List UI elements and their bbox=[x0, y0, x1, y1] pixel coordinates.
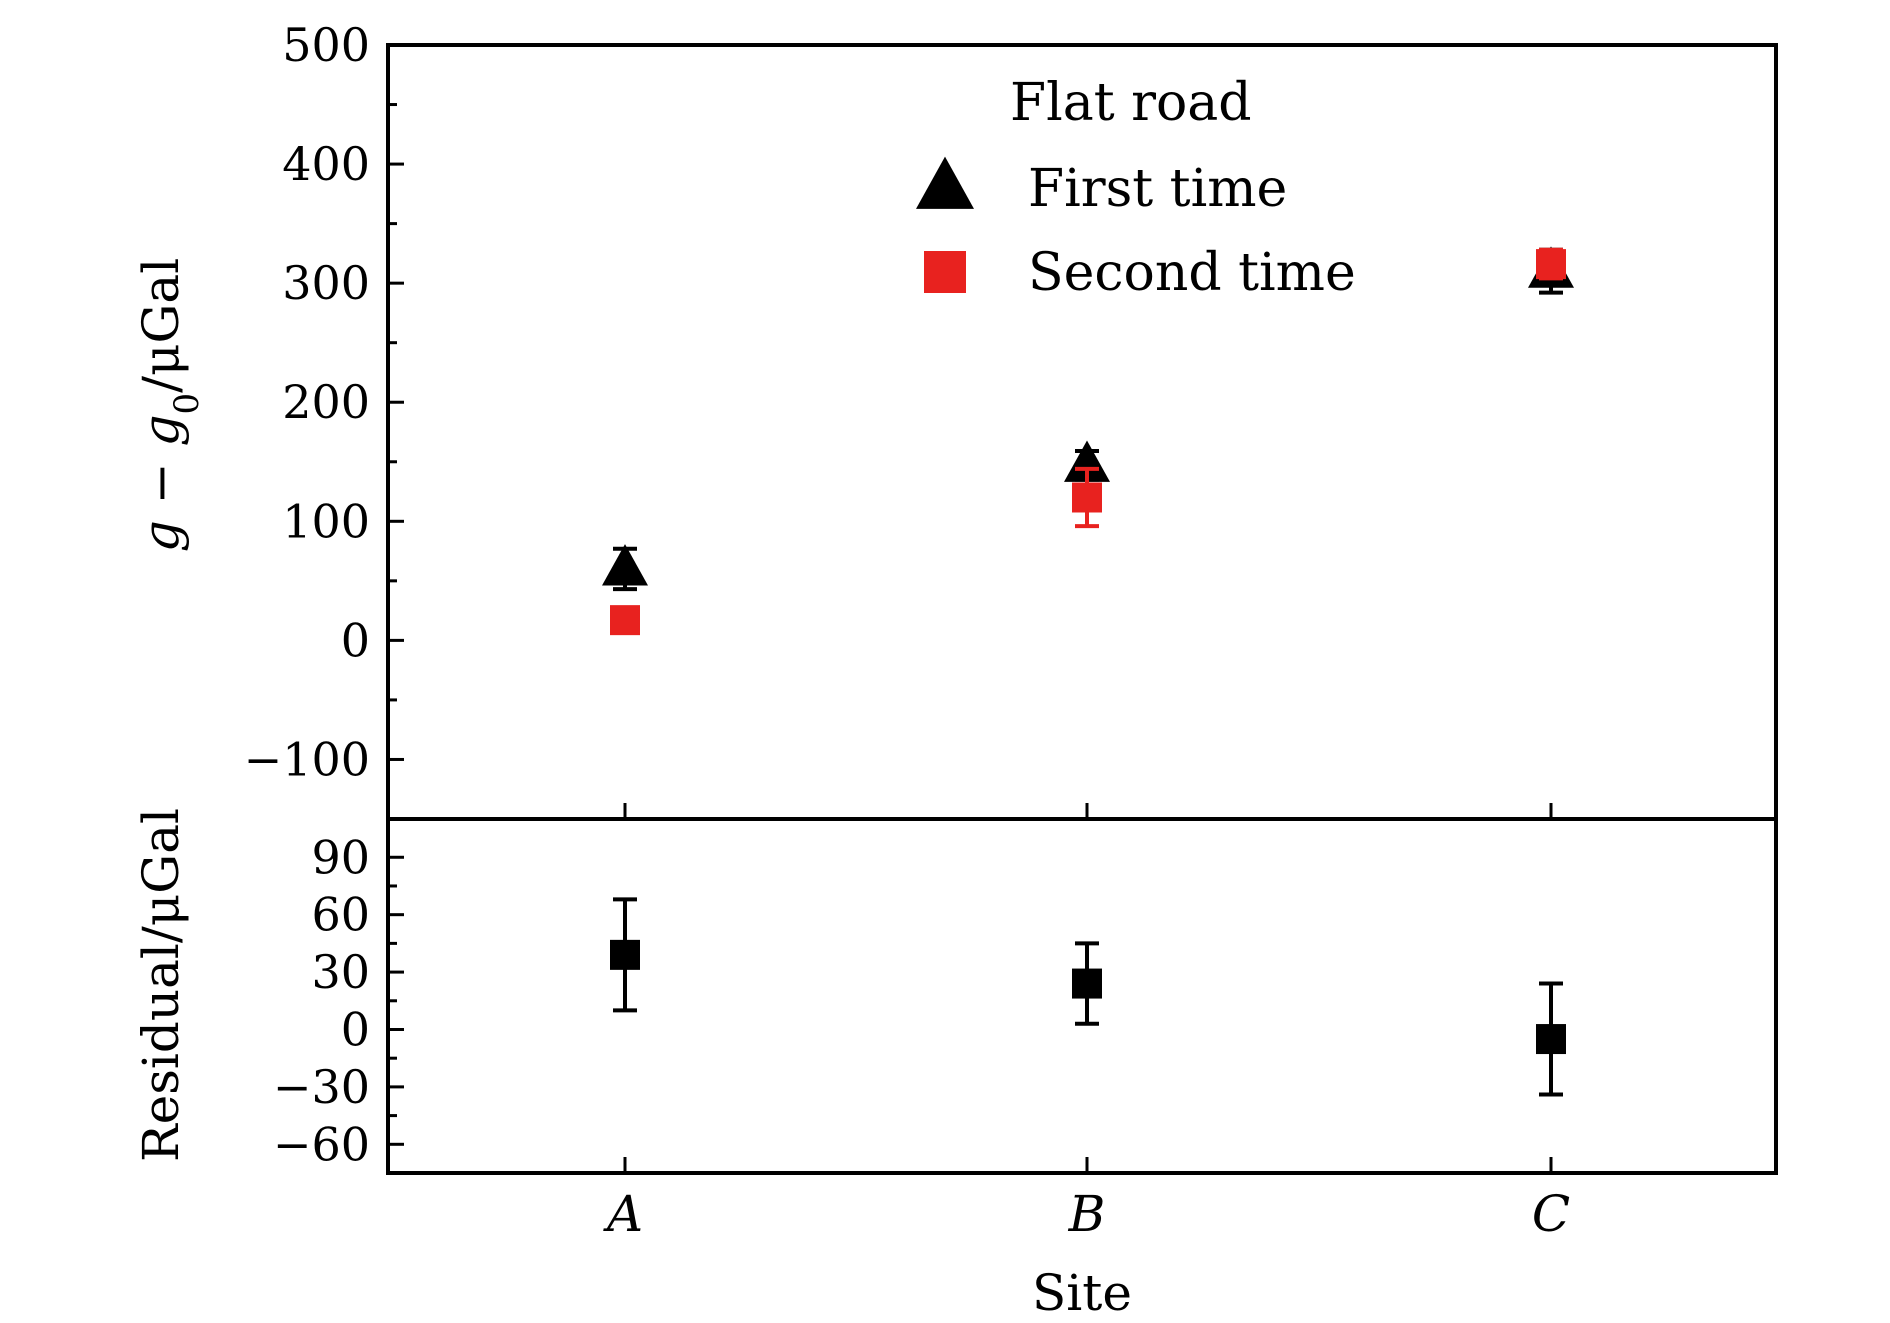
plot-frame bbox=[386, 43, 1778, 1175]
y-label-subscript: 0 bbox=[167, 393, 207, 415]
x-axis-label: Site bbox=[1032, 1264, 1132, 1322]
legend-label: First time bbox=[1028, 159, 1287, 219]
legend: Flat road First time Second time bbox=[916, 73, 1356, 303]
bottom-y-tick-label: 90 bbox=[311, 830, 370, 884]
top-y-tick-label: 100 bbox=[282, 494, 370, 548]
top-y-axis-label: g − g0/μGal bbox=[132, 258, 207, 552]
top-y-tick-label: 400 bbox=[282, 137, 370, 191]
legend-title: Flat road bbox=[1010, 73, 1252, 133]
legend-marker-first-time bbox=[916, 156, 974, 209]
top-y-tick-label: 500 bbox=[282, 18, 370, 72]
top-y-tick-label: 300 bbox=[282, 256, 370, 310]
y-label-unit: /μGal bbox=[132, 258, 190, 393]
residual-point bbox=[1536, 1024, 1566, 1055]
y-label-g: g bbox=[132, 520, 190, 552]
top-panel: −100 0 100 200 300 400 500 bbox=[244, 18, 1574, 819]
legend-marker-second-time bbox=[924, 251, 966, 293]
bottom-y-tick-label: 30 bbox=[311, 945, 370, 999]
second-time-point bbox=[1536, 249, 1566, 280]
first-time-point bbox=[1064, 440, 1110, 482]
x-tick-label: A bbox=[603, 1185, 643, 1243]
second-time-point bbox=[610, 605, 640, 636]
top-y-tick-label: 0 bbox=[341, 613, 370, 667]
top-y-tick-label: −100 bbox=[244, 732, 370, 786]
residual-point bbox=[1072, 968, 1102, 999]
y-label-minus: − bbox=[132, 447, 190, 521]
bottom-y-tick-label: −30 bbox=[273, 1060, 370, 1114]
bottom-y-axis-label: Residual/μGal bbox=[132, 808, 190, 1162]
top-y-tick-label: 200 bbox=[282, 375, 370, 429]
legend-label: Second time bbox=[1028, 243, 1356, 303]
first-time-point bbox=[602, 544, 648, 586]
y-label-g0: g bbox=[132, 415, 190, 447]
x-tick-label: C bbox=[1532, 1185, 1570, 1243]
residual-point bbox=[610, 939, 640, 970]
bottom-y-tick-label: 0 bbox=[341, 1002, 370, 1056]
bottom-y-tick-label: 60 bbox=[311, 888, 370, 942]
bottom-y-tick-label: −60 bbox=[273, 1117, 370, 1171]
second-time-point bbox=[1072, 482, 1102, 513]
x-tick-label: B bbox=[1068, 1185, 1106, 1243]
